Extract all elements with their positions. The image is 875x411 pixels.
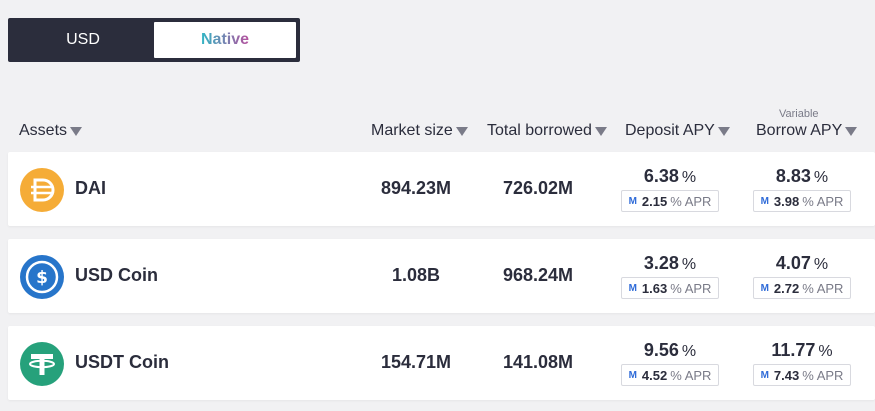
deposit-apr-badge: M 2.15 % APR <box>620 190 720 212</box>
reward-token-icon: M <box>628 195 637 207</box>
svg-text:$: $ <box>36 268 48 288</box>
asset-name: USDT Coin <box>75 352 169 372</box>
market-size-value: 894.23M <box>380 178 452 198</box>
deposit-apr-badge: M 4.52 % APR <box>620 364 720 386</box>
total-borrowed-header-label: Total borrowed <box>487 122 592 139</box>
apr-unit: % APR <box>670 193 712 209</box>
percent-sign: % <box>818 343 833 360</box>
total-borrowed-value: 141.08M <box>502 352 574 372</box>
apr-unit: % APR <box>670 280 712 296</box>
borrow-apr-value: 7.43 <box>773 367 800 383</box>
sort-arrow-icon <box>455 126 468 136</box>
deposit-apr-badge: M 1.63 % APR <box>620 277 720 299</box>
deposit-apy-value: 3.28 <box>643 253 679 273</box>
currency-toggle: USD Native <box>8 18 300 62</box>
table-header: Assets Market size Total borrowed Deposi… <box>0 0 875 150</box>
sort-arrow-icon <box>845 126 858 136</box>
usdc-icon: $ <box>20 255 64 299</box>
sort-arrow-icon <box>594 126 607 136</box>
sort-market-size-header[interactable]: Market size <box>371 122 468 140</box>
borrow-apr-value: 2.72 <box>773 280 800 296</box>
reward-token-icon: M <box>760 369 769 381</box>
percent-sign: % <box>681 169 697 186</box>
asset-row-usdt-coin[interactable]: USDT Coin 154.71M 141.08M 9.56% M 4.52 %… <box>8 326 875 400</box>
market-size-header-label: Market size <box>371 122 453 139</box>
sort-deposit-apy-header[interactable]: Deposit APY <box>625 122 730 140</box>
deposit-apy-cell: 3.28% M 1.63 % APR <box>600 253 740 299</box>
deposit-apy-cell: 6.38% M 2.15 % APR <box>600 166 740 212</box>
market-size-value: 154.71M <box>380 352 452 372</box>
reward-token-icon: M <box>628 369 637 381</box>
borrow-apr-badge: M 7.43 % APR <box>752 364 852 386</box>
borrow-apy-value: 4.07 <box>775 253 811 273</box>
total-borrowed-value: 726.02M <box>502 178 574 198</box>
deposit-apy-cell: 9.56% M 4.52 % APR <box>600 340 740 386</box>
deposit-apy-value: 6.38 <box>643 166 679 186</box>
deposit-apy-value: 9.56 <box>643 340 679 360</box>
reward-token-icon: M <box>628 282 637 294</box>
sort-assets-header[interactable]: Assets <box>19 122 83 140</box>
borrow-apy-cell: 11.77% M 7.43 % APR <box>732 340 872 386</box>
borrow-apy-cell: 4.07% M 2.72 % APR <box>732 253 872 299</box>
native-toggle-label: Native <box>200 31 250 48</box>
borrow-apr-badge: M 3.98 % APR <box>752 190 852 212</box>
borrow-apy-value: 11.77 <box>771 340 816 360</box>
borrow-apr-value: 3.98 <box>773 193 800 209</box>
asset-row-dai[interactable]: DAI 894.23M 726.02M 6.38% M 2.15 % APR 8… <box>8 152 875 226</box>
sort-borrow-apy-header[interactable]: Borrow APY <box>756 122 858 140</box>
dai-icon <box>20 168 64 212</box>
borrow-apy-cell: 8.83% M 3.98 % APR <box>732 166 872 212</box>
apr-unit: % APR <box>802 367 844 383</box>
apr-unit: % APR <box>802 280 844 296</box>
deposit-apr-value: 4.52 <box>641 367 668 383</box>
variable-label: Variable <box>779 108 819 120</box>
usd-toggle-button[interactable]: USD <box>12 22 154 58</box>
deposit-apy-header-label: Deposit APY <box>625 122 715 139</box>
apr-unit: % APR <box>802 193 844 209</box>
percent-sign: % <box>813 169 829 186</box>
usdt-icon <box>20 342 64 386</box>
percent-sign: % <box>813 256 829 273</box>
asset-name: USD Coin <box>75 265 158 285</box>
borrow-apy-value: 8.83 <box>775 166 811 186</box>
deposit-apr-value: 2.15 <box>641 193 668 209</box>
borrow-apr-badge: M 2.72 % APR <box>752 277 852 299</box>
percent-sign: % <box>681 343 697 360</box>
reward-token-icon: M <box>760 195 769 207</box>
assets-header-label: Assets <box>19 122 68 139</box>
sort-total-borrowed-header[interactable]: Total borrowed <box>487 122 609 140</box>
asset-name: DAI <box>75 178 106 198</box>
apr-unit: % APR <box>670 367 712 383</box>
sort-arrow-icon <box>70 126 83 136</box>
total-borrowed-value: 968.24M <box>502 265 574 285</box>
percent-sign: % <box>681 256 697 273</box>
borrow-apy-header-label: Borrow APY <box>756 122 843 139</box>
reward-token-icon: M <box>760 282 769 294</box>
sort-arrow-icon <box>717 126 730 136</box>
market-size-value: 1.08B <box>391 265 441 285</box>
asset-row-usd-coin[interactable]: $ USD Coin 1.08B 968.24M 3.28% M 1.63 % … <box>8 239 875 313</box>
native-toggle-button[interactable]: Native <box>154 22 296 58</box>
deposit-apr-value: 1.63 <box>641 280 668 296</box>
usd-toggle-label: USD <box>66 31 100 48</box>
